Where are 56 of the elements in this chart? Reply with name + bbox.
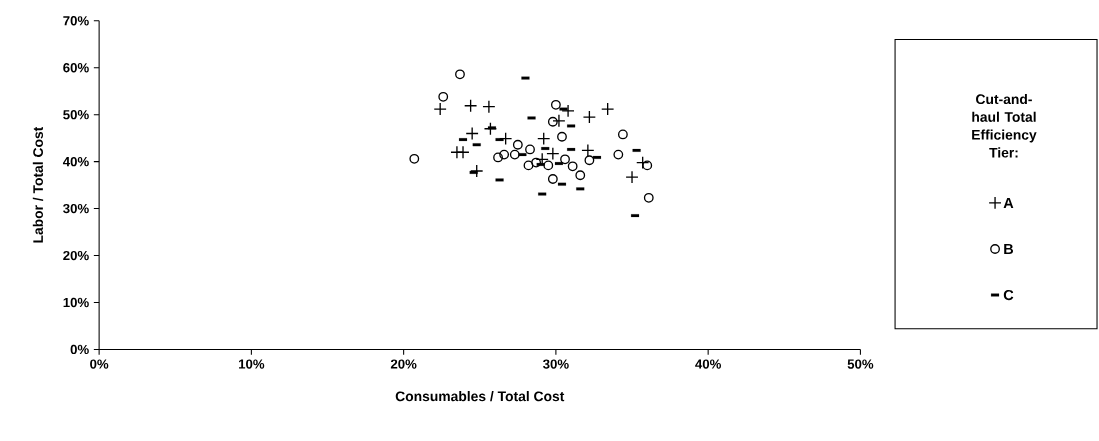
point: [625, 170, 639, 184]
point: [560, 154, 570, 165]
point: [636, 156, 650, 170]
point: [543, 160, 554, 171]
y-tick-label: 40%: [62, 157, 89, 167]
y-axis-title: Labor / Total Cost: [32, 127, 44, 243]
x-tick-label: 10%: [239, 359, 265, 369]
point: [581, 144, 595, 158]
legend-title: Cut-and-haul Total Efficiency Tier:: [972, 94, 1037, 158]
point: [617, 129, 628, 140]
point: [643, 193, 654, 203]
point: [546, 147, 560, 161]
y-tick-label: 10%: [63, 298, 89, 308]
point: [601, 102, 615, 116]
point: [552, 114, 566, 128]
x-tick-label: 50%: [847, 359, 874, 369]
point: [613, 149, 624, 160]
x-tick-label: 20%: [390, 359, 417, 369]
point: [537, 132, 551, 146]
y-tick-label: 60%: [63, 63, 89, 73]
y-tick-label: 30%: [63, 204, 89, 214]
y-tick-label: 20%: [63, 251, 89, 261]
x-tick-label: 30%: [543, 359, 569, 369]
point: [493, 152, 503, 163]
y-tick-label: 70%: [63, 16, 89, 26]
legend-label: A: [1003, 198, 1014, 209]
point: [523, 160, 534, 171]
point: [642, 160, 653, 171]
point: [433, 102, 447, 116]
x-tick-label: 0%: [90, 359, 109, 369]
point: [525, 144, 535, 155]
point: [464, 99, 478, 113]
point: [465, 127, 479, 141]
point: [547, 174, 558, 185]
point: [584, 155, 595, 166]
point: [512, 140, 523, 150]
point: [509, 149, 520, 160]
point: [438, 92, 449, 102]
point: [409, 154, 420, 164]
x-axis-title: Consumables / Total Cost: [395, 391, 565, 402]
point: [482, 100, 496, 114]
point: [499, 149, 510, 160]
point: [561, 104, 575, 118]
point: [582, 110, 596, 124]
point: [567, 161, 578, 172]
point: [550, 100, 561, 110]
x-tick-label: 40%: [695, 359, 722, 369]
point: [575, 170, 586, 181]
legend-label: C: [1003, 290, 1014, 301]
y-tick-label: 50%: [63, 110, 89, 120]
point: [456, 145, 470, 160]
point: [547, 117, 558, 127]
legend-label: B: [1004, 244, 1014, 255]
y-tick-label: 0%: [70, 345, 89, 355]
point: [455, 69, 465, 80]
point: [557, 132, 567, 142]
